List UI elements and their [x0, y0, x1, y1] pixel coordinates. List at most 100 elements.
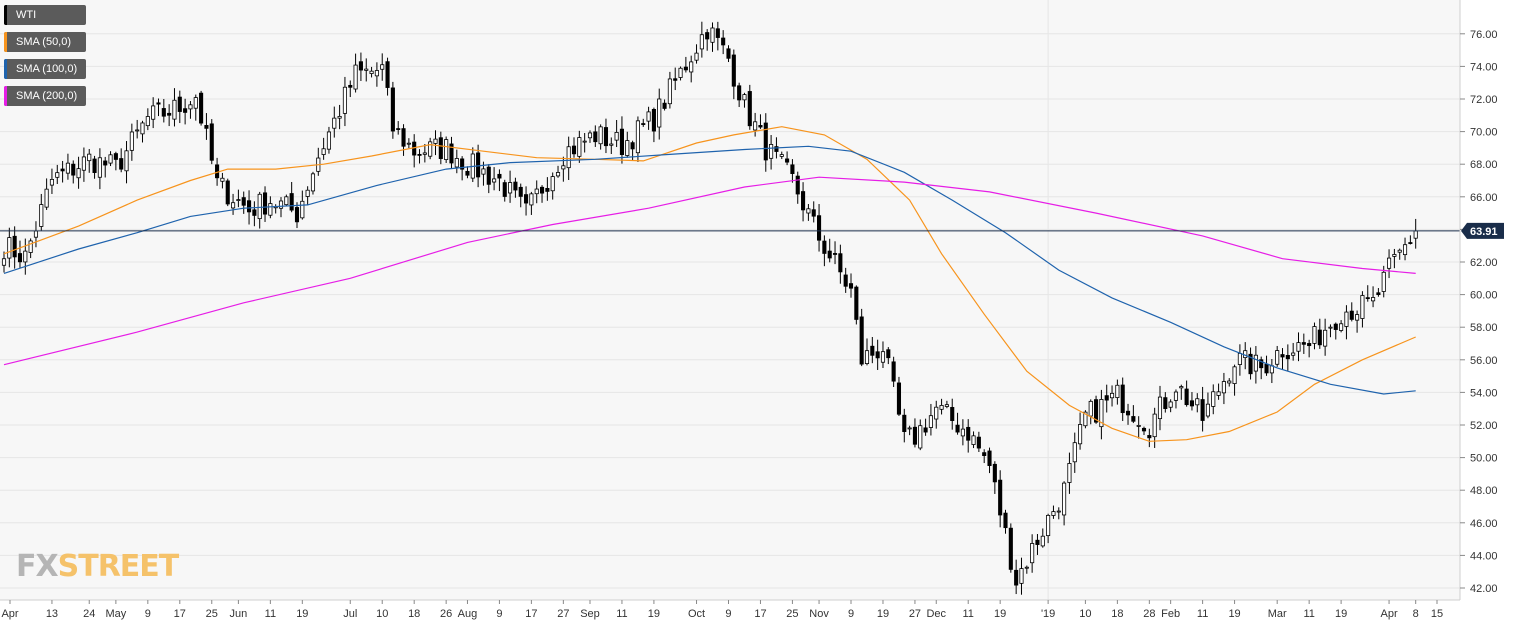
candle-down [417, 153, 422, 156]
x-tick-label: 25 [786, 608, 798, 620]
candle-down [801, 191, 806, 211]
candle-down [790, 164, 795, 174]
candle-down [1131, 416, 1136, 422]
candle-down [460, 158, 465, 170]
candle-up [172, 99, 177, 120]
candle-down [438, 137, 443, 159]
candle-down [731, 54, 736, 87]
candle-up [1062, 482, 1067, 516]
candle-down [571, 145, 577, 155]
sma-line-50 [3, 126, 1416, 442]
candle-up [960, 428, 965, 437]
candle-up [97, 157, 102, 178]
candle-down [113, 153, 118, 160]
candle-down [774, 146, 779, 152]
x-tick-label: 11 [1197, 608, 1208, 620]
candle-down [1259, 359, 1264, 369]
candle-up [65, 162, 70, 174]
candle-down [401, 128, 406, 147]
y-tick-label: 56.00 [1470, 355, 1498, 367]
candle-up [257, 193, 262, 220]
candle-up [689, 61, 694, 73]
legend-item-wti[interactable]: WTI [4, 5, 87, 25]
x-tick-label: Apr [1380, 608, 1397, 620]
candle-up [454, 158, 459, 168]
candle-down [832, 253, 838, 255]
legend-swatch-sma-200 [4, 86, 7, 106]
candle-down [177, 96, 182, 112]
y-tick-label: 68.00 [1470, 159, 1498, 171]
candle-up [444, 139, 449, 160]
candle-up [1019, 568, 1024, 584]
x-tick-label: 19 [1228, 608, 1240, 620]
candle-down [390, 87, 395, 132]
logo-part-street: STREET [57, 549, 180, 584]
sma-line-100 [3, 145, 1416, 395]
candle-up [1360, 295, 1365, 319]
candle-down [726, 48, 731, 59]
candle-down [412, 141, 417, 156]
candle-up [587, 132, 593, 139]
x-tick-label: 27 [909, 608, 921, 620]
candle-up [864, 350, 870, 364]
legend-item-sma-50[interactable]: SMA (50,0) [4, 32, 87, 52]
candle-up [1296, 342, 1301, 352]
candle-up [193, 97, 198, 109]
x-tick-label: Oct [688, 608, 705, 620]
candle-up [353, 64, 358, 90]
candle-down [891, 361, 896, 382]
sma-line-200 [3, 176, 1416, 366]
candle-down [998, 479, 1003, 516]
candle-down [12, 235, 17, 258]
legend-item-sma-200[interactable]: SMA (200,0) [4, 86, 87, 106]
candle-down [199, 92, 204, 124]
candle-up [635, 120, 640, 154]
candle-up [380, 64, 385, 70]
legend-label-sma-200: SMA (200,0) [16, 90, 78, 102]
candle-up [769, 144, 774, 159]
candle-down [715, 28, 720, 38]
candle-down [396, 128, 401, 130]
candle-up [55, 172, 60, 178]
candle-up [332, 117, 337, 129]
candle-up [699, 34, 704, 50]
candle-down [785, 158, 790, 163]
candle-down [603, 127, 609, 147]
candle-up [534, 188, 539, 195]
y-tick-label: 66.00 [1470, 192, 1498, 204]
candle-up [49, 178, 54, 186]
y-tick-label: 60.00 [1470, 290, 1498, 302]
x-tick-label: 28 [1143, 608, 1155, 620]
legend: WTI SMA (50,0) SMA (100,0) SMA (200,0) [4, 5, 87, 113]
candle-down [262, 192, 268, 215]
x-tick-label: Mar [1268, 608, 1287, 620]
candle-up [625, 140, 630, 156]
candle-up [1211, 391, 1216, 407]
candle-down [545, 188, 550, 192]
candle-up [1152, 413, 1157, 438]
candle-up [81, 156, 86, 171]
candle-down [1094, 399, 1099, 423]
candle-up [1371, 297, 1376, 302]
candle-up [284, 196, 289, 206]
candle-down [1200, 399, 1205, 421]
x-tick-label: 25 [206, 608, 218, 620]
candle-up [1056, 510, 1061, 513]
candle-up [23, 250, 28, 263]
y-tick-label: 76.00 [1470, 29, 1498, 41]
candle-down [758, 125, 763, 128]
legend-item-sma-100[interactable]: SMA (100,0) [4, 59, 87, 79]
x-tick-label: 24 [83, 608, 95, 620]
candle-down [1163, 397, 1168, 409]
candle-down [246, 200, 252, 213]
candle-up [1253, 354, 1258, 372]
candle-down [902, 414, 907, 432]
candle-up [1381, 271, 1386, 292]
candle-down [476, 152, 481, 178]
x-tick-label: Jul [343, 608, 357, 620]
candle-up [492, 178, 497, 183]
candle-down [1376, 292, 1381, 296]
candle-down [992, 463, 997, 483]
x-tick-label: Jun [230, 608, 248, 620]
candle-up [321, 148, 326, 155]
